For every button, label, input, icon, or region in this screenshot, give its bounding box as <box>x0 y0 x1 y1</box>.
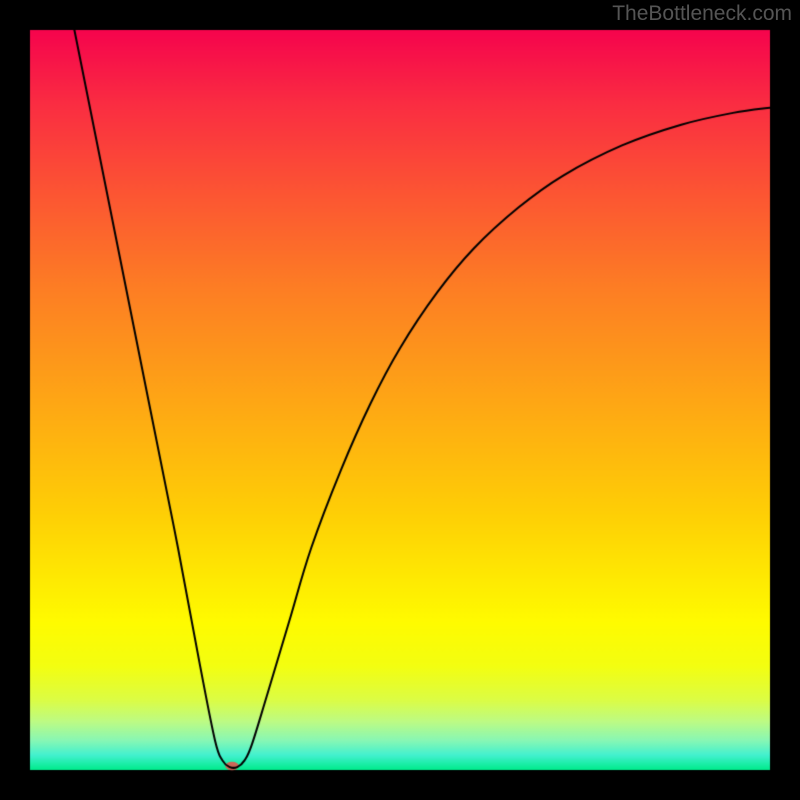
chart-container: TheBottleneck.com <box>0 0 800 800</box>
bottleneck-chart-canvas <box>0 0 800 800</box>
